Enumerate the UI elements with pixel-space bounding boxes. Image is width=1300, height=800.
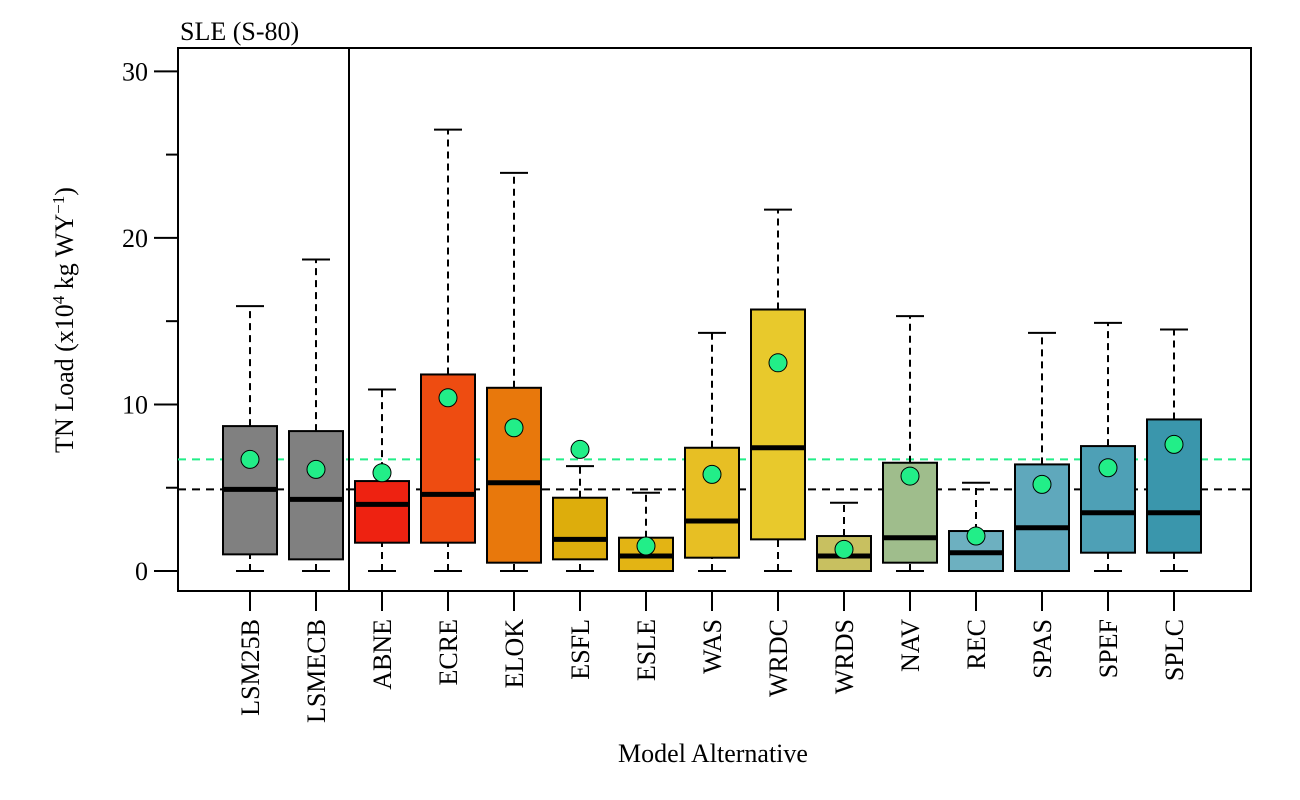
box-was (684, 446, 740, 559)
mean-marker (768, 353, 788, 373)
x-tick-label: ESLE (632, 619, 661, 681)
x-tick-label: WRDC (764, 619, 793, 697)
x-tick-label: SPEF (1094, 619, 1123, 678)
x-tick-label: WRDS (830, 619, 859, 694)
x-tick-label: LSMECB (302, 619, 331, 723)
y-tick-label: 30 (122, 57, 148, 86)
y-axis-title-end: ) (50, 187, 79, 196)
x-axis-title: Model Alternative (618, 739, 808, 768)
mean-marker (636, 536, 656, 556)
mean-marker (372, 463, 392, 483)
x-tick-label: WAS (698, 619, 727, 674)
box-abne (354, 480, 410, 544)
box-lsmecb (288, 430, 344, 561)
y-axis-title-main: TN Load (x10 (50, 304, 79, 453)
y-tick-label: 20 (122, 224, 148, 253)
mean-marker (504, 418, 524, 438)
y-axis-title-sup2: −1 (49, 196, 68, 214)
plot-frame (177, 47, 1252, 592)
x-tick-label: ABNE (368, 619, 397, 690)
box-wrdc (750, 308, 806, 541)
mean-marker (570, 439, 590, 459)
x-tick-label: SPAS (1028, 619, 1057, 679)
y-tick-label: 10 (122, 390, 148, 419)
x-tick-label: ELOK (500, 619, 529, 689)
box-esfl (552, 496, 608, 561)
y-axis-title-sup: 4 (49, 295, 68, 304)
mean-marker (240, 449, 260, 469)
x-tick-label: ESFL (566, 619, 595, 680)
y-axis-title-rest: kg WY (50, 214, 79, 296)
mean-marker (1032, 474, 1052, 494)
mean-marker (1098, 458, 1118, 478)
x-tick-label: ECRE (434, 619, 463, 685)
mean-marker (900, 466, 920, 486)
mean-marker (1164, 434, 1184, 454)
mean-marker (834, 539, 854, 559)
mean-marker (702, 464, 722, 484)
x-tick-label: SPLC (1160, 619, 1189, 681)
x-tick-label: REC (962, 619, 991, 670)
plot-area: 0 10 20 30 LSM25B LSMECB ABNE ECRE ELOK ESFL ESLE W… (122, 47, 1252, 723)
mean-marker (966, 526, 986, 546)
mean-marker (438, 388, 458, 408)
x-tick-label: LSM25B (236, 619, 265, 716)
box-elok (486, 386, 542, 564)
y-tick-label: 0 (135, 557, 148, 586)
chart-title: SLE (S-80) (180, 17, 299, 46)
mean-marker (306, 459, 326, 479)
y-axis-title: TN Load (x104 kg WY−1) (49, 187, 79, 453)
x-tick-label: NAV (896, 619, 925, 672)
